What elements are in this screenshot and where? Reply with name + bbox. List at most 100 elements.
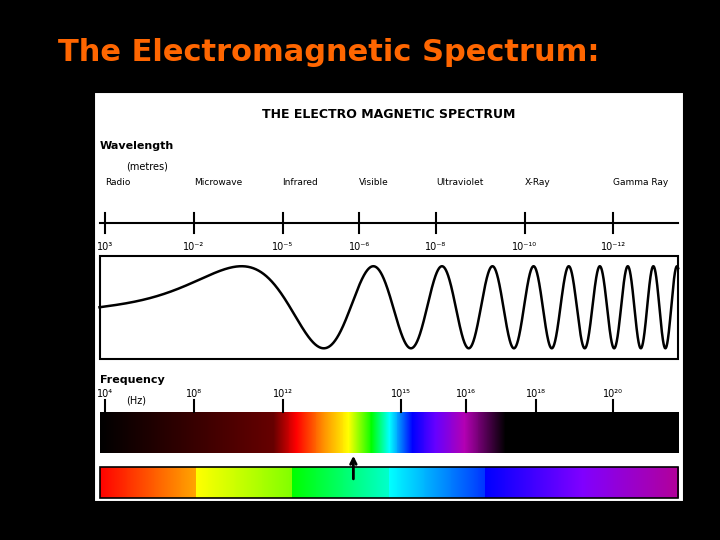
Bar: [534, 412, 535, 453]
Bar: [238, 467, 240, 498]
Bar: [565, 412, 567, 453]
Bar: [416, 467, 418, 498]
Bar: [169, 467, 171, 498]
Bar: [296, 412, 298, 453]
Bar: [336, 467, 337, 498]
Bar: [289, 412, 290, 453]
Bar: [566, 412, 568, 453]
Bar: [324, 412, 325, 453]
Bar: [132, 467, 134, 498]
Bar: [184, 467, 185, 498]
Bar: [181, 467, 183, 498]
Bar: [223, 467, 225, 498]
Bar: [662, 467, 663, 498]
Bar: [226, 467, 228, 498]
Bar: [303, 412, 305, 453]
Bar: [554, 467, 557, 498]
Bar: [650, 412, 652, 453]
Bar: [215, 412, 217, 453]
Bar: [559, 467, 561, 498]
Bar: [266, 467, 268, 498]
Bar: [360, 467, 361, 498]
Bar: [530, 412, 531, 453]
Bar: [605, 412, 606, 453]
Bar: [141, 412, 143, 453]
Bar: [514, 467, 516, 498]
Bar: [590, 467, 591, 498]
Bar: [240, 412, 242, 453]
Bar: [122, 412, 125, 453]
Bar: [173, 412, 174, 453]
Bar: [627, 467, 629, 498]
Bar: [114, 467, 115, 498]
Bar: [161, 412, 163, 453]
Bar: [503, 467, 505, 498]
Text: 10⁻⁶: 10⁻⁶: [348, 241, 370, 252]
Bar: [527, 412, 528, 453]
Bar: [369, 412, 371, 453]
Bar: [122, 467, 123, 498]
Bar: [545, 467, 546, 498]
Bar: [341, 467, 343, 498]
Bar: [273, 467, 274, 498]
Bar: [233, 412, 235, 453]
Bar: [242, 412, 244, 453]
Bar: [284, 412, 285, 453]
Bar: [323, 412, 325, 453]
Bar: [459, 467, 461, 498]
Bar: [392, 467, 395, 498]
Bar: [508, 412, 509, 453]
Bar: [198, 412, 199, 453]
Bar: [99, 412, 101, 453]
Bar: [628, 467, 629, 498]
Bar: [651, 467, 652, 498]
Bar: [473, 412, 474, 453]
Bar: [413, 412, 415, 453]
Bar: [515, 467, 517, 498]
Bar: [235, 412, 237, 453]
Bar: [212, 467, 214, 498]
Bar: [127, 412, 129, 453]
Bar: [528, 412, 530, 453]
Bar: [179, 467, 180, 498]
Bar: [577, 467, 578, 498]
Bar: [215, 412, 216, 453]
Bar: [202, 467, 203, 498]
Bar: [614, 467, 616, 498]
Bar: [185, 412, 187, 453]
Bar: [111, 412, 112, 453]
Bar: [407, 412, 409, 453]
Bar: [618, 412, 620, 453]
Bar: [503, 412, 505, 453]
Bar: [591, 412, 593, 453]
Bar: [636, 467, 637, 498]
Bar: [368, 412, 369, 453]
Bar: [647, 467, 648, 498]
Bar: [658, 412, 660, 453]
Bar: [660, 467, 662, 498]
Bar: [326, 412, 328, 453]
Bar: [485, 467, 487, 498]
Bar: [253, 412, 256, 453]
Bar: [361, 412, 364, 453]
Bar: [539, 412, 541, 453]
Bar: [327, 412, 328, 453]
Bar: [419, 467, 420, 498]
Bar: [382, 467, 384, 498]
Bar: [653, 412, 654, 453]
Bar: [626, 467, 628, 498]
Bar: [167, 467, 168, 498]
Bar: [420, 412, 422, 453]
Bar: [270, 467, 271, 498]
Bar: [619, 467, 621, 498]
Bar: [112, 412, 114, 453]
Bar: [520, 467, 521, 498]
Bar: [286, 412, 287, 453]
Bar: [458, 412, 460, 453]
Bar: [159, 467, 161, 498]
Bar: [260, 467, 261, 498]
Bar: [340, 467, 341, 498]
Bar: [354, 467, 356, 498]
Bar: [662, 467, 665, 498]
Bar: [315, 467, 316, 498]
